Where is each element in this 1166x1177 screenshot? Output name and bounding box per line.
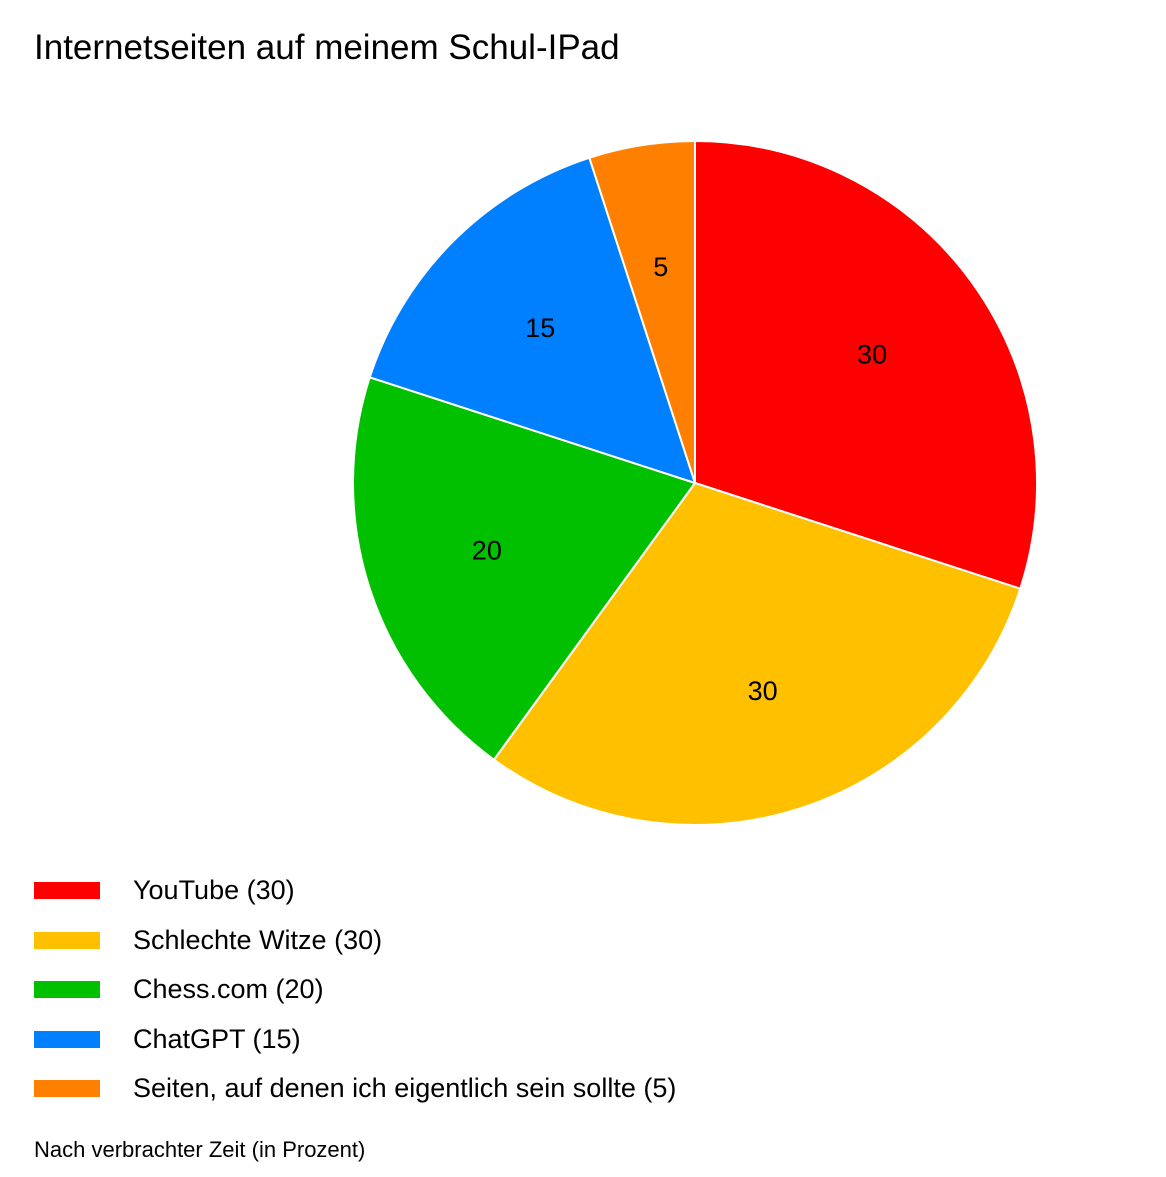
slice-label-schlechte-witze: 30 [748,676,778,706]
pie-labels: 30 30 20 15 5 [472,252,887,706]
slice-label-youtube: 30 [857,339,887,369]
legend-swatch-chess-com [34,981,100,998]
legend-swatch-youtube [34,882,100,899]
pie-slice-schlechte-witze [492,482,1022,826]
pie-chart: 30 30 20 15 5 [352,140,1038,826]
legend-swatch-schlechte-witze [34,931,100,949]
pie-slice-chatgpt [368,156,696,484]
slice-label-chess-com: 20 [472,536,502,566]
pie-slice-other-sites [588,140,696,484]
pie-slice-chess-com [352,376,696,761]
slice-label-chatgpt: 15 [525,313,555,343]
legend-label-chess-com: Chess.com (20) [133,974,324,1004]
chart-subtitle: Nach verbrachter Zeit (in Prozent) [34,1137,366,1162]
pie-slice-youtube [694,140,1038,590]
legend-label-youtube: YouTube (30) [133,875,295,905]
legend-swatch-chatgpt [34,1030,100,1048]
legend-label-schlechte-witze: Schlechte Witze (30) [133,924,383,955]
slice-label-other-sites: 5 [653,252,668,282]
chart-title: Internetseiten auf meinem Schul-IPad [34,28,620,67]
legend-label-chatgpt: ChatGPT (15) [133,1023,301,1054]
legend-swatch-other-sites [34,1080,100,1097]
pie-slices [352,140,1038,826]
legend-label-other-sites: Seiten, auf denen ich eigentlich sein so… [133,1073,677,1103]
